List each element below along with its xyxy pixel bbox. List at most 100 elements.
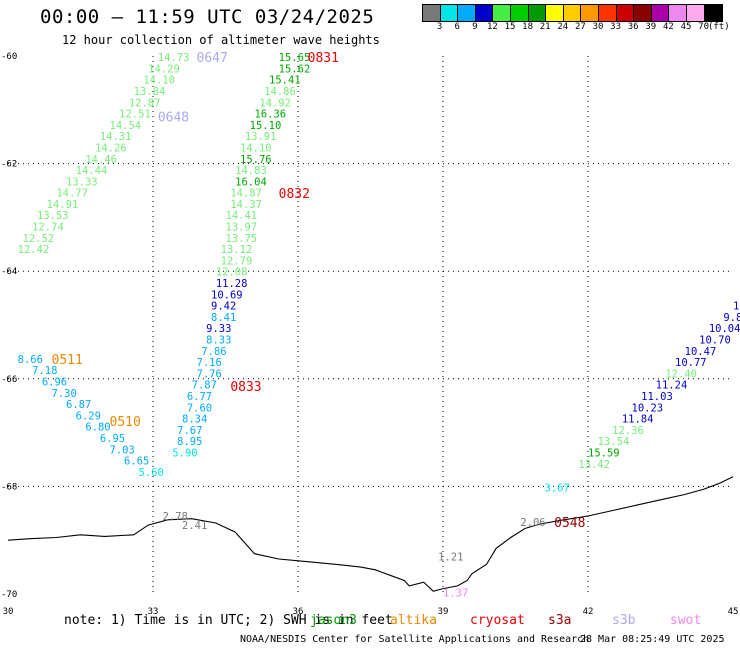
satellite-legend-entry: altika: [390, 613, 437, 628]
lat-tick-label: -70: [1, 590, 17, 600]
wave-height-label: 14.83: [235, 165, 267, 177]
lat-tick-label: -66: [1, 375, 17, 385]
wave-height-label: 12.74: [32, 222, 64, 234]
lat-tick-label: -60: [1, 52, 17, 62]
wave-height-label: 14.37: [230, 199, 262, 211]
legend-swatch: [440, 5, 459, 21]
satellite-legend-entry: cryosat: [470, 613, 525, 628]
wave-height-label: 10.04: [709, 323, 740, 335]
wave-height-label: 10.23: [632, 402, 664, 414]
wave-height-label: 2.06: [520, 517, 545, 529]
wave-height-label: 7.86: [201, 346, 226, 358]
wave-height-label: 13.84: [134, 86, 166, 98]
pass-time-label: 0548: [554, 516, 585, 531]
wave-height-label: 15.76: [240, 154, 272, 166]
satellite-legend-entry: jason3: [310, 613, 357, 628]
wave-height-label: 14.26: [95, 142, 127, 154]
legend-unit-label: (ft): [708, 22, 730, 32]
wave-height-label: 12.87: [129, 97, 161, 109]
wave-height-label: 6.77: [187, 391, 212, 403]
lon-tick-label: 39: [438, 607, 449, 617]
wave-height-label: 14.77: [56, 188, 88, 200]
wave-height-label: 7.03: [110, 444, 135, 456]
wave-height-label: 10.69: [211, 289, 243, 301]
wave-height-label: 2.78: [163, 511, 188, 523]
lat-tick-label: -64: [1, 267, 17, 277]
wave-height-label: 15.65: [279, 52, 311, 64]
pass-time-label: 0833: [230, 380, 261, 395]
wave-height-label: 7.76: [197, 368, 222, 380]
wave-height-label: 12.79: [221, 255, 253, 267]
legend-swatch: [528, 5, 547, 21]
wave-height-label: 8.41: [211, 312, 236, 324]
wave-height-label: 14.87: [230, 188, 262, 200]
wave-height-label: 8.34: [182, 414, 207, 426]
legend-label: 30: [592, 22, 604, 32]
wave-height-label: 6.29: [76, 410, 101, 422]
wave-height-label: 6.80: [85, 422, 110, 434]
pass-time-label: 0648: [158, 110, 189, 125]
legend-label: 15: [504, 22, 516, 32]
lon-tick-label: 30: [3, 607, 14, 617]
wave-height-label: 7.16: [197, 357, 222, 369]
wave-height-label: 14.86: [264, 86, 296, 98]
wave-height-label: 6.87: [66, 399, 91, 411]
legend-swatch: [704, 5, 723, 21]
legend-label: 42: [662, 22, 674, 32]
wave-height-label: 9.8: [723, 312, 740, 324]
wave-height-label: 14.92: [259, 97, 291, 109]
wave-height-label: 10.77: [675, 357, 707, 369]
legend-label: 9: [472, 22, 478, 32]
wave-height-label: 12.51: [119, 109, 151, 121]
wave-height-label: 15.59: [588, 448, 620, 460]
wave-height-label: 12.52: [23, 233, 55, 245]
legend-swatch: [423, 5, 441, 21]
pass-time-label: 0832: [279, 187, 310, 202]
lat-tick-label: -68: [1, 482, 17, 492]
wave-height-label: 14.73: [158, 52, 190, 64]
legend-label: 45: [680, 22, 692, 32]
pass-time-label: 0510: [110, 415, 141, 430]
wave-height-label: 10: [733, 301, 740, 313]
legend-swatch: [563, 5, 582, 21]
wave-height-label: 13.54: [598, 436, 630, 448]
lat-lon-grid: [8, 56, 733, 594]
legend-swatch: [669, 5, 687, 21]
wave-height-label: 14.41: [226, 210, 258, 222]
wave-height-label: 8.66: [18, 354, 43, 366]
legend-swatch: [458, 5, 476, 21]
legend-swatch: [651, 5, 670, 21]
wave-height-label: 14.29: [148, 63, 180, 75]
wave-height-label: 6.95: [100, 433, 125, 445]
wave-height-label: 11.03: [641, 391, 673, 403]
wave-height-label: 6.65: [124, 456, 149, 468]
antarctic-coastline: [7, 476, 734, 592]
legend-swatch: [546, 5, 564, 21]
legend-label: 21: [539, 22, 551, 32]
wave-height-label: 3.67: [545, 482, 570, 494]
legend-label: 33: [610, 22, 622, 32]
wave-height-label: 13.33: [66, 176, 98, 188]
wave-height-label: 15.41: [269, 75, 301, 87]
legend-swatch: [510, 5, 529, 21]
legend-label: 3: [436, 22, 443, 32]
wave-height-label: 10.47: [685, 346, 717, 358]
wave-height-label: 7.30: [52, 388, 77, 400]
color-legend-labels: 3 6 9 12 15 18 21 24 27 30 33 36 39 42 45 70: [422, 22, 738, 34]
legend-label: 36: [627, 22, 639, 32]
pass-time-labels: 0647 0648 0831 0832 0833 0511 0510 0548: [52, 51, 586, 531]
wave-height-label: 1.21: [438, 551, 463, 563]
legend-label: 12: [486, 22, 498, 32]
map-title: 00:00 — 11:59 UTC 03/24/2025: [40, 6, 375, 28]
wave-height-values: 14.7314.2914.1013.8412.8712.5114.5414.31…: [18, 52, 740, 599]
legend-label: 27: [574, 22, 586, 32]
wave-height-label: 11.24: [656, 380, 688, 392]
wave-height-label: 15.62: [279, 63, 311, 75]
satellite-legend-entry: s3b: [612, 613, 636, 628]
wave-height-label: 1.37: [443, 587, 468, 599]
wave-height-label: 12.36: [612, 425, 644, 437]
wave-height-label: 14.46: [85, 154, 117, 166]
wave-height-label: 7.87: [192, 380, 217, 392]
wave-height-label: 5.60: [139, 467, 164, 479]
pass-time-label: 0511: [52, 353, 83, 368]
